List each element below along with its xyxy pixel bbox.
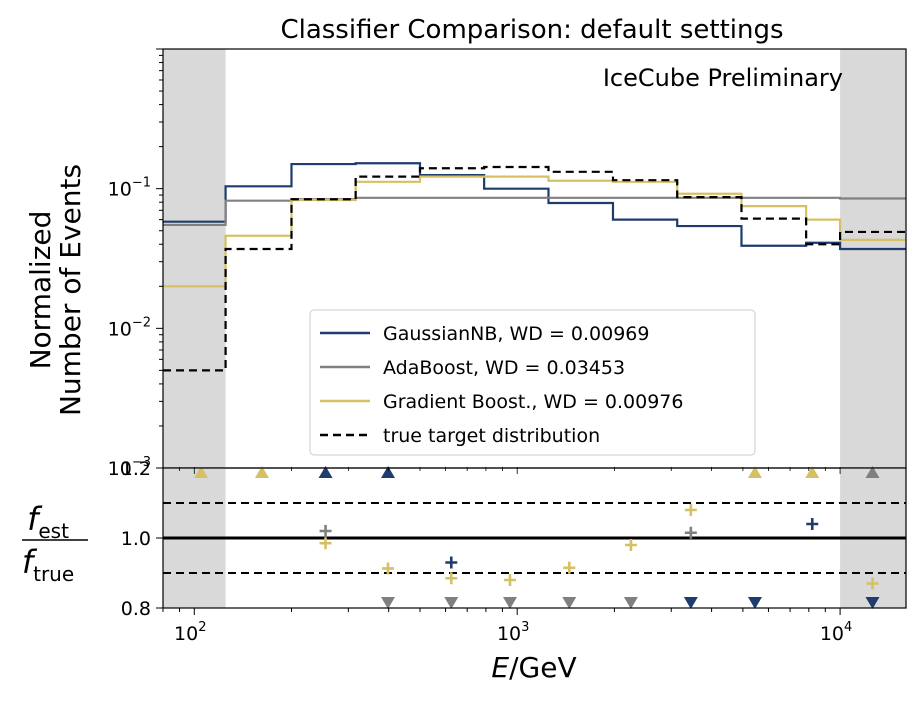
legend-box [309, 309, 756, 456]
ratio-point-22 [683, 597, 698, 609]
ratio-point-20 [684, 504, 697, 516]
ratio-point-16 [563, 561, 576, 574]
series-line-3 [163, 165, 906, 372]
series-line-1 [163, 196, 906, 227]
x-tick-label-1: 103 [497, 620, 529, 645]
ratio-point-8 [319, 537, 332, 550]
y-tick-label-1: 10−2 [108, 315, 151, 340]
ratio-point-2 [318, 466, 333, 478]
ratio-point-4 [747, 466, 762, 478]
ratio-point-19 [623, 597, 638, 609]
x-tick-exponent: 2 [198, 620, 206, 635]
y-tick-label-0: 10−1 [108, 176, 151, 201]
x-tick-label-2: 104 [820, 620, 852, 645]
ratio-y-tick-label-0: 1.2 [121, 458, 151, 480]
ratio-point-7 [319, 525, 332, 537]
ratio-point-10 [380, 597, 395, 609]
preliminary-annotation: IceCube Preliminary [603, 64, 843, 92]
svg-text:ftrue: ftrue [22, 543, 74, 586]
shaded-region-0 [163, 49, 226, 468]
ratio-point-21 [684, 526, 697, 539]
ratio-point-0 [194, 466, 209, 478]
x-tick-exponent: 4 [844, 620, 852, 635]
legend-label-0: GaussianNB, WD = 0.00969 [383, 323, 649, 345]
ratio-point-17 [562, 597, 577, 609]
x-tick-base: 10 [820, 623, 844, 645]
y-axis-label: Normalized Number of Events [24, 164, 87, 416]
ratio-point-6 [865, 466, 880, 478]
legend-label-2: Gradient Boost., WD = 0.00976 [383, 391, 683, 413]
x-tick-label-0: 102 [174, 620, 206, 645]
ratio-y-label: fest ftrue [22, 500, 88, 586]
x-tick-base: 10 [497, 623, 521, 645]
ratio-point-26 [865, 597, 880, 609]
legend-label-1: AdaBoost, WD = 0.03453 [383, 357, 625, 379]
y-tick-exponent: −3 [132, 455, 151, 470]
chart-title: Classifier Comparison: default settings [280, 15, 783, 45]
shaded-region-1 [840, 49, 906, 468]
legend-label-3: true target distribution [383, 425, 600, 447]
x-tick-exponent: 3 [521, 620, 529, 635]
ratio-point-9 [381, 562, 394, 575]
ratio-frame [162, 467, 907, 609]
ratio-y-tick-label-1: 1.0 [121, 528, 151, 550]
ratio-numerator-sub: est [38, 519, 69, 543]
ratio-point-18 [624, 539, 637, 551]
ratio-point-14 [503, 574, 516, 586]
y-axis-label-line1: Normalized [24, 211, 57, 370]
ratio-point-25 [866, 577, 879, 590]
y-tick-base: 10 [108, 458, 132, 480]
ratio-point-3 [380, 466, 395, 478]
y-axis-label-line2: Number of Events [54, 164, 87, 416]
y-tick-label-2: 10−3 [108, 455, 151, 480]
ratio-point-13 [444, 597, 459, 609]
ratio-denominator-sub: true [33, 562, 74, 586]
y-tick-exponent: −1 [132, 176, 151, 191]
ratio-point-1 [254, 466, 269, 478]
ratio-point-15 [502, 597, 517, 609]
ratio-point-11 [445, 556, 458, 569]
x-axis-label: E/GeV [491, 651, 576, 684]
ratio-point-12 [445, 572, 458, 585]
y-tick-base: 10 [108, 179, 132, 201]
ratio-point-24 [806, 518, 819, 530]
svg-text:fest: fest [27, 500, 69, 543]
series-line-2 [163, 175, 906, 288]
y-tick-exponent: −2 [132, 315, 151, 330]
ratio-point-23 [747, 597, 762, 609]
y-tick-base: 10 [108, 318, 132, 340]
ratio-point-5 [805, 466, 820, 478]
ratio-y-tick-label-2: 0.8 [121, 598, 151, 620]
x-tick-base: 10 [174, 623, 198, 645]
legend: GaussianNB, WD = 0.00969 AdaBoost, WD = 0… [309, 309, 756, 456]
histogram-panel: 10−110−210−3 IceCube Preliminary Gaussia… [108, 48, 907, 480]
